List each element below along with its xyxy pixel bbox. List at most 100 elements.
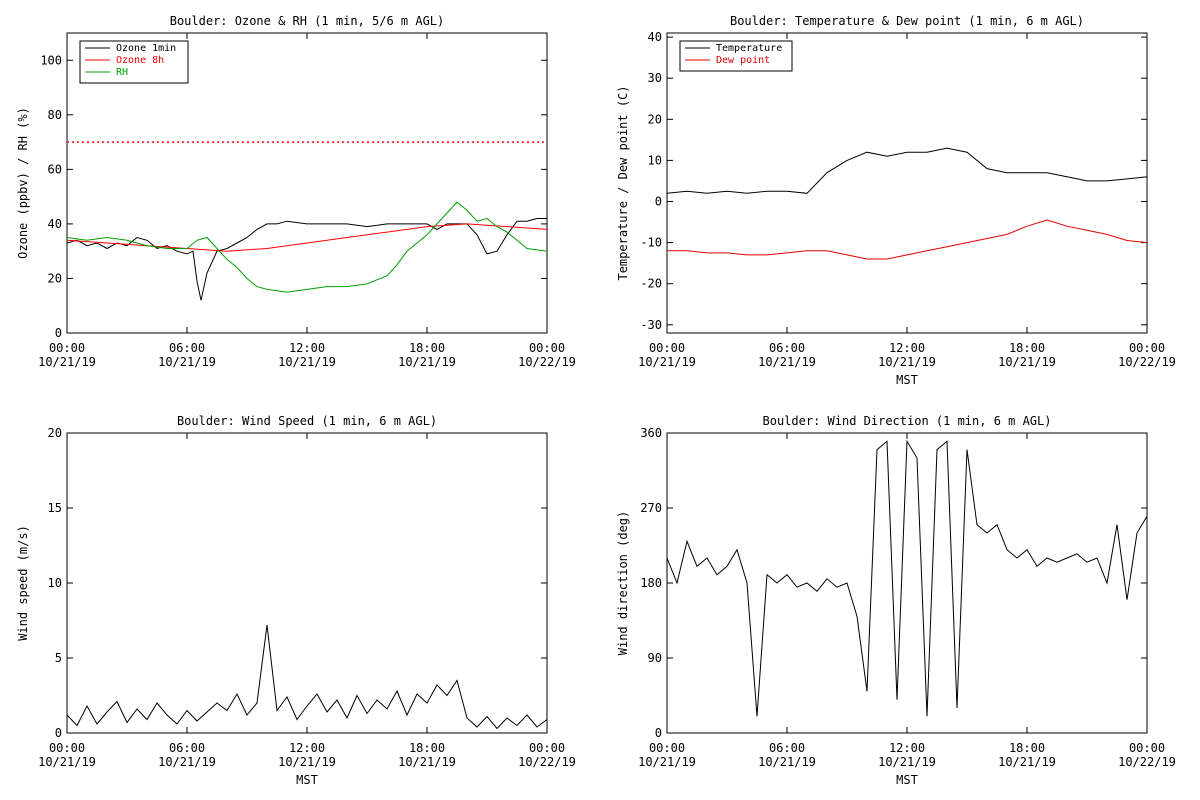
chart-title: Boulder: Wind Direction (1 min, 6 m AGL) bbox=[763, 414, 1052, 428]
x-tick-date-label: 10/21/19 bbox=[38, 755, 96, 769]
x-tick-date-label: 10/21/19 bbox=[758, 755, 816, 769]
x-tick-date-label: 10/21/19 bbox=[278, 755, 336, 769]
x-tick-time-label: 06:00 bbox=[169, 341, 205, 355]
y-tick-label: 0 bbox=[55, 726, 62, 740]
x-tick-date-label: 10/22/19 bbox=[518, 755, 576, 769]
x-tick-date-label: 10/21/19 bbox=[638, 755, 696, 769]
legend-label: RH bbox=[116, 67, 128, 78]
y-tick-label: 10 bbox=[648, 153, 662, 167]
y-tick-label: 15 bbox=[48, 501, 62, 515]
y-tick-label: 60 bbox=[48, 162, 62, 176]
y-tick-label: 360 bbox=[640, 426, 662, 440]
x-tick-time-label: 00:00 bbox=[1129, 741, 1165, 755]
x-tick-time-label: 00:00 bbox=[49, 341, 85, 355]
x-tick-time-label: 00:00 bbox=[529, 741, 565, 755]
y-tick-label: 5 bbox=[55, 651, 62, 665]
x-tick-time-label: 12:00 bbox=[889, 341, 925, 355]
series-group bbox=[67, 201, 547, 301]
y-axis-label: Ozone (ppbv) / RH (%) bbox=[16, 107, 30, 259]
y-tick-label: 20 bbox=[48, 271, 62, 285]
chart-title: Boulder: Temperature & Dew point (1 min,… bbox=[730, 14, 1084, 28]
x-tick-date-label: 10/22/19 bbox=[518, 355, 576, 369]
x-tick-time-label: 18:00 bbox=[1009, 741, 1045, 755]
x-tick-date-label: 10/21/19 bbox=[998, 755, 1056, 769]
x-tick-time-label: 18:00 bbox=[409, 341, 445, 355]
y-tick-label: -10 bbox=[640, 236, 662, 250]
series-group bbox=[667, 439, 1147, 717]
series-line-1 bbox=[67, 218, 547, 301]
x-tick-time-label: 12:00 bbox=[889, 741, 925, 755]
y-tick-label: 40 bbox=[648, 30, 662, 44]
x-tick-date-label: 10/22/19 bbox=[1118, 355, 1176, 369]
x-tick-time-label: 00:00 bbox=[649, 341, 685, 355]
series-line-1 bbox=[67, 624, 547, 730]
x-tick-time-label: 00:00 bbox=[1129, 341, 1165, 355]
series-group bbox=[667, 147, 1147, 260]
y-tick-label: 0 bbox=[655, 194, 662, 208]
chart-panel-3: Boulder: Wind Speed (1 min, 6 m AGL) 0 5 10… bbox=[16, 414, 576, 787]
series-line-1 bbox=[667, 147, 1147, 194]
x-tick-date-label: 10/21/19 bbox=[38, 355, 96, 369]
y-tick-label: 80 bbox=[48, 108, 62, 122]
x-tick-date-label: 10/21/19 bbox=[398, 355, 456, 369]
x-tick-time-label: 00:00 bbox=[49, 741, 85, 755]
x-axis-label: MST bbox=[896, 373, 918, 387]
x-tick-time-label: 06:00 bbox=[169, 741, 205, 755]
series-line-2 bbox=[667, 219, 1147, 260]
legend-label: Temperature bbox=[716, 43, 782, 54]
x-tick-time-label: 18:00 bbox=[1009, 341, 1045, 355]
legend-box bbox=[679, 40, 793, 72]
series-line-1 bbox=[667, 439, 1147, 717]
x-tick-date-label: 10/21/19 bbox=[278, 355, 336, 369]
x-tick-time-label: 00:00 bbox=[529, 341, 565, 355]
x-axis-label: MST bbox=[896, 773, 918, 787]
y-tick-label: 270 bbox=[640, 501, 662, 515]
y-tick-label: 0 bbox=[655, 726, 662, 740]
series-line-3 bbox=[67, 201, 547, 293]
x-tick-time-label: 12:00 bbox=[289, 741, 325, 755]
x-tick-time-label: 06:00 bbox=[769, 741, 805, 755]
y-tick-label: 180 bbox=[640, 576, 662, 590]
plot-frame bbox=[66, 432, 548, 734]
chart-title: Boulder: Ozone & RH (1 min, 5/6 m AGL) bbox=[170, 14, 445, 28]
x-tick-date-label: 10/21/19 bbox=[638, 355, 696, 369]
x-tick-time-label: 06:00 bbox=[769, 341, 805, 355]
y-tick-label: 90 bbox=[648, 651, 662, 665]
y-tick-label: -30 bbox=[640, 318, 662, 332]
x-tick-date-label: 10/21/19 bbox=[878, 355, 936, 369]
legend-label: Ozone 8h bbox=[116, 55, 164, 66]
legend-label: Ozone 1min bbox=[116, 43, 176, 54]
y-tick-label: 20 bbox=[648, 112, 662, 126]
y-axis-label: Temperature / Dew point (C) bbox=[616, 85, 630, 280]
x-tick-time-label: 00:00 bbox=[649, 741, 685, 755]
y-tick-label: 0 bbox=[55, 326, 62, 340]
x-tick-time-label: 12:00 bbox=[289, 341, 325, 355]
legend-label: Dew point bbox=[716, 55, 770, 66]
plot-frame bbox=[666, 432, 1148, 734]
chart-panel-1: Boulder: Ozone & RH (1 min, 5/6 m AGL) 0 2… bbox=[16, 14, 576, 369]
x-tick-date-label: 10/21/19 bbox=[758, 355, 816, 369]
y-tick-label: -20 bbox=[640, 277, 662, 291]
x-tick-date-label: 10/21/19 bbox=[158, 355, 216, 369]
y-tick-label: 30 bbox=[648, 71, 662, 85]
x-tick-date-label: 10/21/19 bbox=[398, 755, 456, 769]
x-tick-time-label: 18:00 bbox=[409, 741, 445, 755]
x-axis-label: MST bbox=[296, 773, 318, 787]
x-tick-date-label: 10/21/19 bbox=[158, 755, 216, 769]
x-tick-date-label: 10/22/19 bbox=[1118, 755, 1176, 769]
plot-frame bbox=[666, 32, 1148, 334]
chart-panel-2: Boulder: Temperature & Dew point (1 min,… bbox=[616, 14, 1176, 387]
x-tick-date-label: 10/21/19 bbox=[878, 755, 936, 769]
y-tick-label: 100 bbox=[40, 53, 62, 67]
y-axis-label: Wind direction (deg) bbox=[616, 511, 630, 656]
series-group bbox=[67, 624, 547, 730]
y-tick-label: 40 bbox=[48, 217, 62, 231]
y-axis-label: Wind speed (m/s) bbox=[16, 525, 30, 641]
chart-title: Boulder: Wind Speed (1 min, 6 m AGL) bbox=[177, 414, 437, 428]
chart-panel-4: Boulder: Wind Direction (1 min, 6 m AGL)… bbox=[616, 414, 1176, 787]
x-tick-date-label: 10/21/19 bbox=[998, 355, 1056, 369]
y-tick-label: 10 bbox=[48, 576, 62, 590]
